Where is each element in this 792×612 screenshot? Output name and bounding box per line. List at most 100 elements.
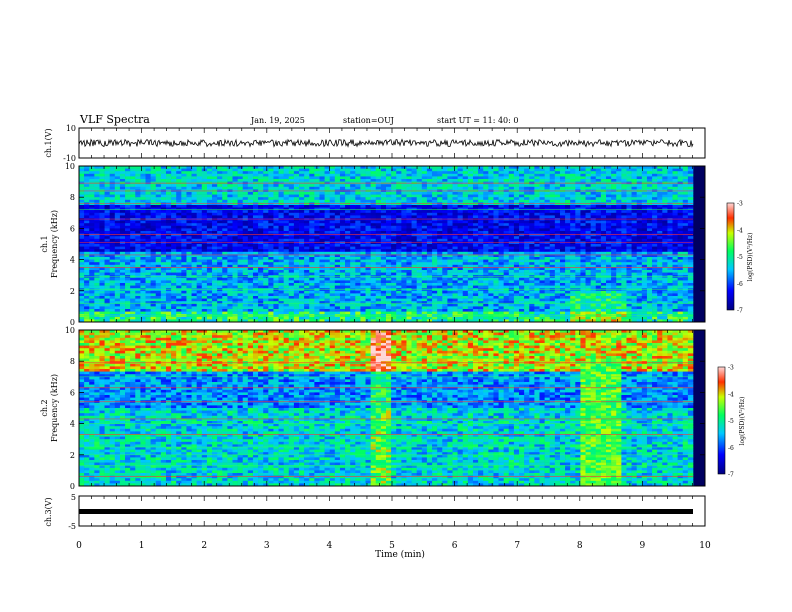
spectrogram-cell: [421, 319, 428, 323]
spectrogram-cell: [217, 223, 223, 227]
spectrogram-cell: [360, 311, 366, 315]
spectrogram-cell: [411, 249, 417, 253]
spectrogram-cell: [293, 207, 300, 211]
spectrogram-cell: [339, 223, 346, 227]
spectrogram-cell: [140, 166, 146, 169]
spectrogram-cell: [375, 194, 382, 198]
spectrogram-cell: [176, 233, 182, 237]
spectrogram-cell: [268, 264, 274, 268]
spectrogram-cell: [370, 231, 377, 234]
spectrogram-cell: [478, 244, 484, 247]
spectrogram-cell: [130, 254, 136, 258]
spectrogram-cell: [391, 283, 397, 286]
spectrogram-cell: [488, 311, 494, 315]
spectrogram-cell: [247, 301, 254, 305]
spectrogram-cell: [104, 202, 110, 206]
spectrogram-cell: [288, 254, 295, 258]
spectrogram-cell: [217, 186, 223, 190]
spectrogram-cell: [452, 316, 458, 320]
spectrogram-cell: [140, 168, 146, 172]
spectrogram-cell: [488, 236, 494, 240]
spectrogram-cell: [104, 212, 110, 216]
spectrogram-cell: [268, 309, 274, 312]
spectrogram-cell: [232, 309, 238, 312]
spectrogram-cell: [130, 207, 136, 211]
spectrogram-cell: [186, 202, 192, 206]
spectrogram-cell: [345, 244, 351, 247]
spectrogram-cell: [109, 301, 116, 305]
spectrogram-cell: [380, 236, 387, 240]
spectrogram-cell: [375, 166, 382, 169]
spectrogram-cell: [314, 238, 320, 242]
spectrogram-cell: [145, 303, 151, 307]
spectrogram-cell: [109, 184, 116, 188]
spectrogram-cell: [386, 225, 392, 229]
spectrogram-cell: [442, 231, 448, 234]
spectrogram-cell: [437, 311, 443, 315]
spectrogram-cell: [355, 223, 361, 227]
spectrogram-cell: [339, 212, 346, 216]
spectrogram-cell: [206, 249, 213, 253]
spectrogram-cell: [350, 262, 356, 266]
spectrogram-cell: [252, 212, 259, 216]
spectrogram-cell: [273, 254, 279, 258]
spectrogram-cell: [314, 244, 320, 247]
ch1-ytick-top: 10: [66, 124, 76, 133]
spectrogram-cell: [288, 316, 295, 320]
spectrogram-cell: [206, 202, 213, 206]
spectrogram-cell: [232, 301, 238, 305]
spectrogram-cell: [355, 301, 361, 305]
spectrogram-cell: [104, 251, 110, 255]
spectrogram-cell: [145, 301, 151, 305]
spectrogram-cell: [99, 176, 105, 180]
spectrogram-cell: [242, 277, 249, 281]
spectrogram-cell: [247, 311, 254, 315]
spectrogram-cell: [176, 277, 182, 281]
spectrogram-cell: [472, 306, 479, 310]
spectrogram-cell: [232, 244, 238, 247]
spectrogram-cell: [391, 176, 397, 180]
spectrogram-cell: [104, 236, 110, 240]
spectrogram-cell: [483, 262, 489, 266]
spectrogram-cell: [109, 270, 116, 273]
spectrogram-cell: [109, 244, 116, 247]
spectrogram-cell: [84, 280, 90, 284]
spectrogram-cell: [467, 296, 474, 299]
spectrogram-cell: [370, 225, 377, 229]
spectrogram-cell: [227, 220, 233, 224]
spectrogram-cell: [155, 210, 162, 214]
spectrogram-cell: [160, 194, 167, 198]
spectrogram-cell: [457, 228, 464, 232]
spectrogram-cell: [355, 228, 361, 232]
spectrogram-cell: [212, 194, 218, 198]
spectrogram-cell: [263, 296, 269, 299]
spectrogram-cell: [493, 194, 499, 198]
spectrogram-cell: [365, 202, 371, 206]
spectrogram-cell: [432, 267, 438, 271]
spectrogram-cell: [483, 264, 489, 268]
spectrogram-cell: [380, 288, 387, 292]
spectrogram-cell: [355, 238, 361, 242]
spectrogram-cell: [242, 233, 249, 237]
spectrogram-cell: [365, 285, 371, 289]
spectrogram-cell: [339, 316, 346, 320]
spectrogram-cell: [135, 309, 141, 312]
spectrogram-cell: [109, 288, 116, 292]
spectrogram-cell: [232, 288, 238, 292]
spectrogram-cell: [452, 194, 458, 198]
spectrogram-cell: [319, 173, 325, 177]
spectrogram-cell: [109, 215, 116, 219]
spectrogram-cell: [442, 220, 448, 224]
spectrogram-cell: [355, 244, 361, 247]
spectrogram-cell: [411, 207, 417, 211]
spectrogram-cell: [314, 236, 320, 240]
spectrogram-cell: [350, 210, 356, 214]
spectrogram-cell: [401, 272, 407, 276]
spectrogram-cell: [114, 210, 121, 214]
spectrogram-cell: [432, 184, 438, 188]
spectrogram-cell: [227, 288, 233, 292]
spectrogram-cell: [350, 303, 356, 307]
spectrogram-cell: [212, 228, 218, 232]
spectrogram-cell: [99, 257, 105, 260]
spectrogram-cell: [263, 319, 269, 323]
